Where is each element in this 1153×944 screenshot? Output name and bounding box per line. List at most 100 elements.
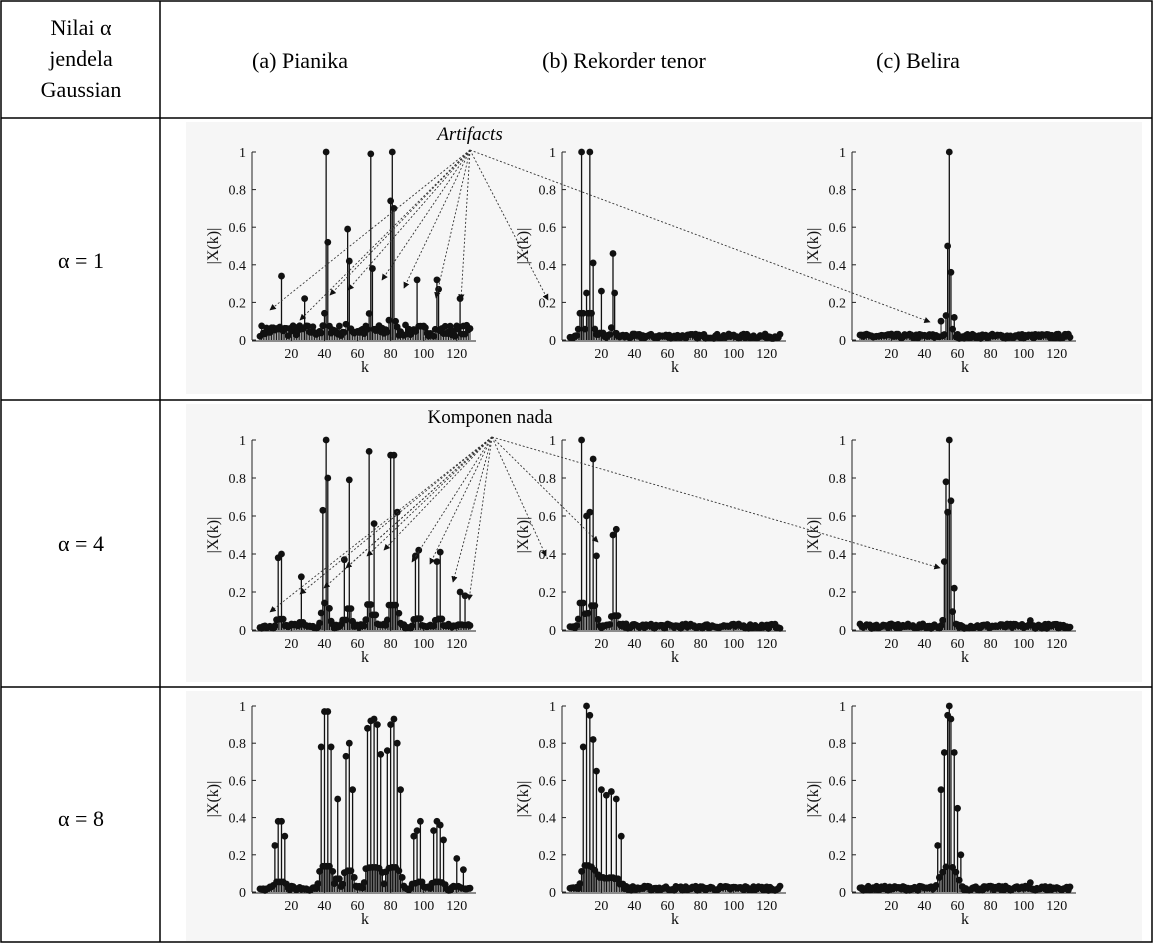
y-tick-label: 0.2 xyxy=(539,586,557,601)
stem-marker xyxy=(940,749,948,756)
stem-marker xyxy=(321,599,328,607)
annotation-arrow xyxy=(469,149,549,301)
stem-marker xyxy=(466,622,474,629)
x-tick-label: 40 xyxy=(917,347,931,362)
header-col-belira: (c) Belira xyxy=(876,48,960,73)
y-tick-label: 0.2 xyxy=(539,849,557,864)
y-tick-label: 0.6 xyxy=(229,221,247,236)
x-tick-label: 100 xyxy=(413,637,434,652)
y-tick-label: 1 xyxy=(239,434,246,449)
stem-marker xyxy=(360,622,368,630)
stem-marker xyxy=(322,148,330,156)
stem-marker xyxy=(388,148,396,156)
y-tick-label: 1 xyxy=(549,700,556,715)
x-axis-label: k xyxy=(671,649,679,666)
stem-marker xyxy=(413,276,421,284)
x-tick-label: 120 xyxy=(756,637,777,652)
stem-marker xyxy=(278,817,285,825)
stem-marker xyxy=(430,332,438,340)
y-tick-label: 0.6 xyxy=(829,221,847,236)
y-tick-label: 1 xyxy=(239,146,246,161)
stem-marker xyxy=(573,332,581,339)
x-tick-label: 60 xyxy=(661,899,675,914)
stem-marker xyxy=(370,520,378,527)
stem-marker xyxy=(340,328,348,336)
stem-marker xyxy=(435,285,442,293)
stem-marker xyxy=(942,863,950,871)
row-label-alpha-1: α = 1 xyxy=(58,248,104,273)
row-2-figure-bg xyxy=(186,404,1142,682)
stem-marker xyxy=(947,268,955,276)
y-tick-label: 0.8 xyxy=(229,472,247,487)
annotation-komponen-nada: Komponen nada xyxy=(427,407,553,428)
stem-marker xyxy=(416,817,424,825)
y-tick-label: 0.2 xyxy=(229,586,247,601)
stem-marker xyxy=(1026,879,1034,887)
stem-marker xyxy=(436,548,444,556)
x-tick-label: 120 xyxy=(446,347,467,362)
stem-marker xyxy=(945,702,953,710)
y-tick-label: 0.4 xyxy=(539,259,557,274)
x-tick-label: 20 xyxy=(284,347,298,362)
stem-marker xyxy=(591,602,599,610)
stem-marker xyxy=(335,322,343,330)
y-axis-label: |X(k)| xyxy=(805,517,822,554)
stem-marker xyxy=(430,827,438,835)
stem-marker xyxy=(947,715,955,723)
stem-marker xyxy=(436,821,444,829)
stem-marker xyxy=(365,448,373,455)
y-axis-label: |X(k)| xyxy=(515,517,532,554)
y-tick-label: 0 xyxy=(549,886,556,901)
stem-marker xyxy=(416,615,424,623)
annotation-arrow xyxy=(434,149,471,299)
stem-marker xyxy=(281,832,289,840)
stem-marker xyxy=(364,325,371,333)
stem-marker xyxy=(369,265,376,272)
x-tick-label: 60 xyxy=(951,899,965,914)
stem-marker xyxy=(932,881,940,889)
x-axis-label: k xyxy=(361,649,369,666)
annotation-arrow xyxy=(269,436,493,613)
x-tick-label: 60 xyxy=(951,347,965,362)
y-tick-label: 0.6 xyxy=(539,510,557,525)
stem-marker xyxy=(322,436,330,444)
stem-marker xyxy=(334,795,342,803)
y-tick-label: 0.2 xyxy=(539,296,557,311)
stem-marker xyxy=(340,556,348,564)
stem-marker xyxy=(360,879,368,886)
annotation-artifacts: Artifacts xyxy=(435,124,502,145)
y-tick-label: 0 xyxy=(839,334,846,349)
stem-marker xyxy=(1066,883,1074,891)
stem-marker xyxy=(949,608,956,616)
y-tick-label: 0.8 xyxy=(539,737,557,752)
stem-marker xyxy=(345,739,353,747)
stem-marker xyxy=(335,875,343,883)
stem-marker xyxy=(611,289,619,297)
x-tick-label: 60 xyxy=(351,637,365,652)
stem-marker xyxy=(940,331,948,338)
header-col-pianika: (a) Pianika xyxy=(252,48,348,73)
y-tick-label: 0.8 xyxy=(539,472,557,487)
x-tick-label: 80 xyxy=(984,347,998,362)
x-tick-label: 100 xyxy=(723,637,744,652)
annotation-arrow xyxy=(469,149,931,323)
y-tick-label: 0 xyxy=(239,886,246,901)
x-axis-label: k xyxy=(671,911,679,928)
stem-marker xyxy=(589,455,597,463)
stem-marker xyxy=(365,310,373,317)
y-tick-label: 1 xyxy=(839,146,846,161)
y-tick-label: 0.4 xyxy=(229,548,247,563)
header-col-rekorder: (b) Rekorder tenor xyxy=(542,48,706,73)
stem-marker xyxy=(349,786,356,794)
stem-marker xyxy=(578,436,585,444)
y-tick-label: 0 xyxy=(549,624,556,639)
stem-marker xyxy=(433,558,441,565)
stem-marker xyxy=(430,622,438,630)
y-tick-label: 0 xyxy=(239,334,246,349)
